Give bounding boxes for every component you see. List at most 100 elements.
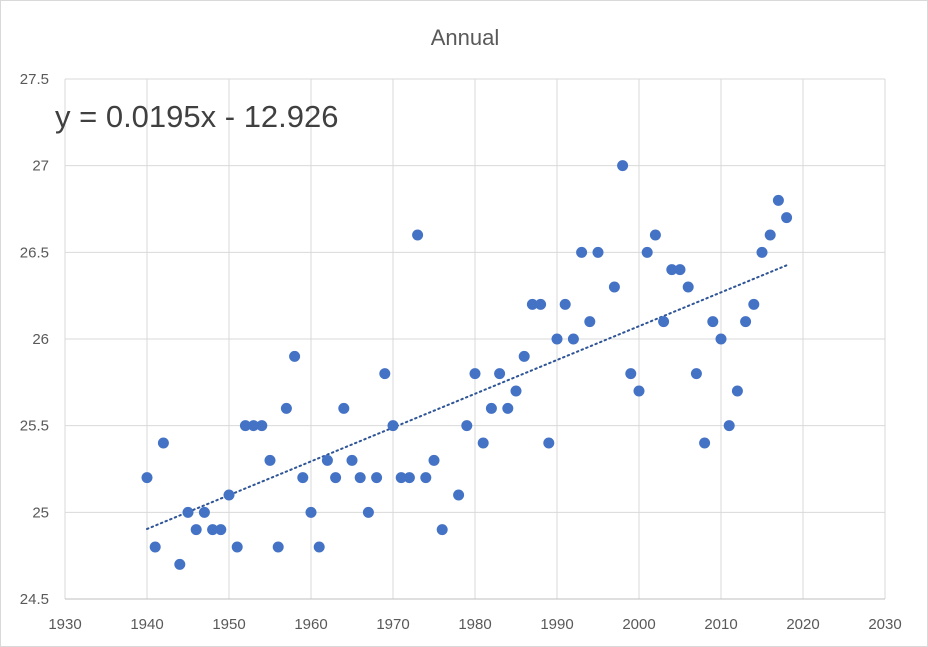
gridlines [64, 78, 886, 600]
x-tick-label: 1990 [540, 616, 573, 633]
data-point [420, 472, 432, 484]
data-point [584, 316, 596, 328]
data-point [641, 246, 653, 258]
data-point [182, 506, 194, 518]
x-tick-label: 1940 [130, 616, 163, 633]
data-point [625, 368, 637, 380]
trendline [146, 264, 788, 530]
y-tick-label: 25.5 [20, 418, 49, 435]
y-tick-label: 26 [32, 331, 49, 348]
data-point [674, 264, 686, 276]
data-point [264, 454, 276, 466]
data-point [576, 246, 588, 258]
data-point [428, 454, 440, 466]
data-point [518, 350, 530, 362]
x-tick-label: 1960 [294, 616, 327, 633]
x-tick-label: 2030 [868, 616, 901, 633]
data-point [649, 229, 661, 241]
data-point [617, 160, 629, 172]
data-point [354, 472, 366, 484]
data-point [494, 368, 506, 380]
data-point [559, 298, 571, 310]
y-tick-label: 26.5 [20, 244, 49, 261]
data-point [330, 472, 342, 484]
data-point [715, 333, 727, 345]
x-tick-label: 1930 [48, 616, 81, 633]
data-point [469, 368, 481, 380]
data-point [346, 454, 358, 466]
data-point [141, 472, 153, 484]
data-point [272, 541, 284, 553]
data-point [248, 420, 260, 432]
data-point [289, 350, 301, 362]
x-tick-label: 2000 [622, 616, 655, 633]
data-point [198, 506, 210, 518]
x-tick-label: 1950 [212, 616, 245, 633]
data-point [748, 298, 760, 310]
data-point [207, 524, 219, 536]
data-point [231, 541, 243, 553]
data-point [297, 472, 309, 484]
data-point [149, 541, 161, 553]
data-point [731, 385, 743, 397]
data-point [256, 420, 268, 432]
y-tick-label: 24.5 [20, 591, 49, 608]
data-point [174, 558, 186, 570]
data-point [412, 229, 424, 241]
x-tick-label: 1980 [458, 616, 491, 633]
data-point [567, 333, 579, 345]
data-point [313, 541, 325, 553]
data-point [592, 246, 604, 258]
data-point [526, 298, 538, 310]
trendline-group [146, 264, 788, 530]
data-point [699, 437, 711, 449]
y-tick-label: 27 [32, 158, 49, 175]
data-point [772, 194, 784, 206]
data-point [633, 385, 645, 397]
data-point [690, 368, 702, 380]
data-point [305, 506, 317, 518]
data-point [403, 472, 415, 484]
data-point [535, 298, 547, 310]
data-point [510, 385, 522, 397]
data-point [280, 402, 292, 414]
x-tick-label: 1970 [376, 616, 409, 633]
data-point [543, 437, 555, 449]
data-point [723, 420, 735, 432]
data-point [461, 420, 473, 432]
data-point [477, 437, 489, 449]
y-tick-label: 25 [32, 504, 49, 521]
data-point [379, 368, 391, 380]
data-point [707, 316, 719, 328]
data-point [387, 420, 399, 432]
data-point [453, 489, 465, 501]
data-point [223, 489, 235, 501]
data-point [157, 437, 169, 449]
data-point [395, 472, 407, 484]
data-point [502, 402, 514, 414]
data-point [666, 264, 678, 276]
data-point [658, 316, 670, 328]
data-point [436, 524, 448, 536]
data-point [781, 212, 793, 224]
data-point [239, 420, 251, 432]
data-point [371, 472, 383, 484]
data-point [362, 506, 374, 518]
data-point [215, 524, 227, 536]
data-point [740, 316, 752, 328]
data-point [682, 281, 694, 293]
trendline-equation: y = 0.0195x - 12.926 [55, 99, 339, 134]
data-point [756, 246, 768, 258]
data-point [190, 524, 202, 536]
chart-title: Annual [431, 25, 500, 50]
data-point [485, 402, 497, 414]
data-point [321, 454, 333, 466]
axis-ticks: 24.5 25 25.5 26 26.5 27 27.5 1930 1940 1950 1960 19… [20, 71, 902, 633]
data-point [608, 281, 620, 293]
data-point [551, 333, 563, 345]
x-tick-label: 2010 [704, 616, 737, 633]
y-tick-label: 27.5 [20, 71, 49, 88]
data-point [338, 402, 350, 414]
